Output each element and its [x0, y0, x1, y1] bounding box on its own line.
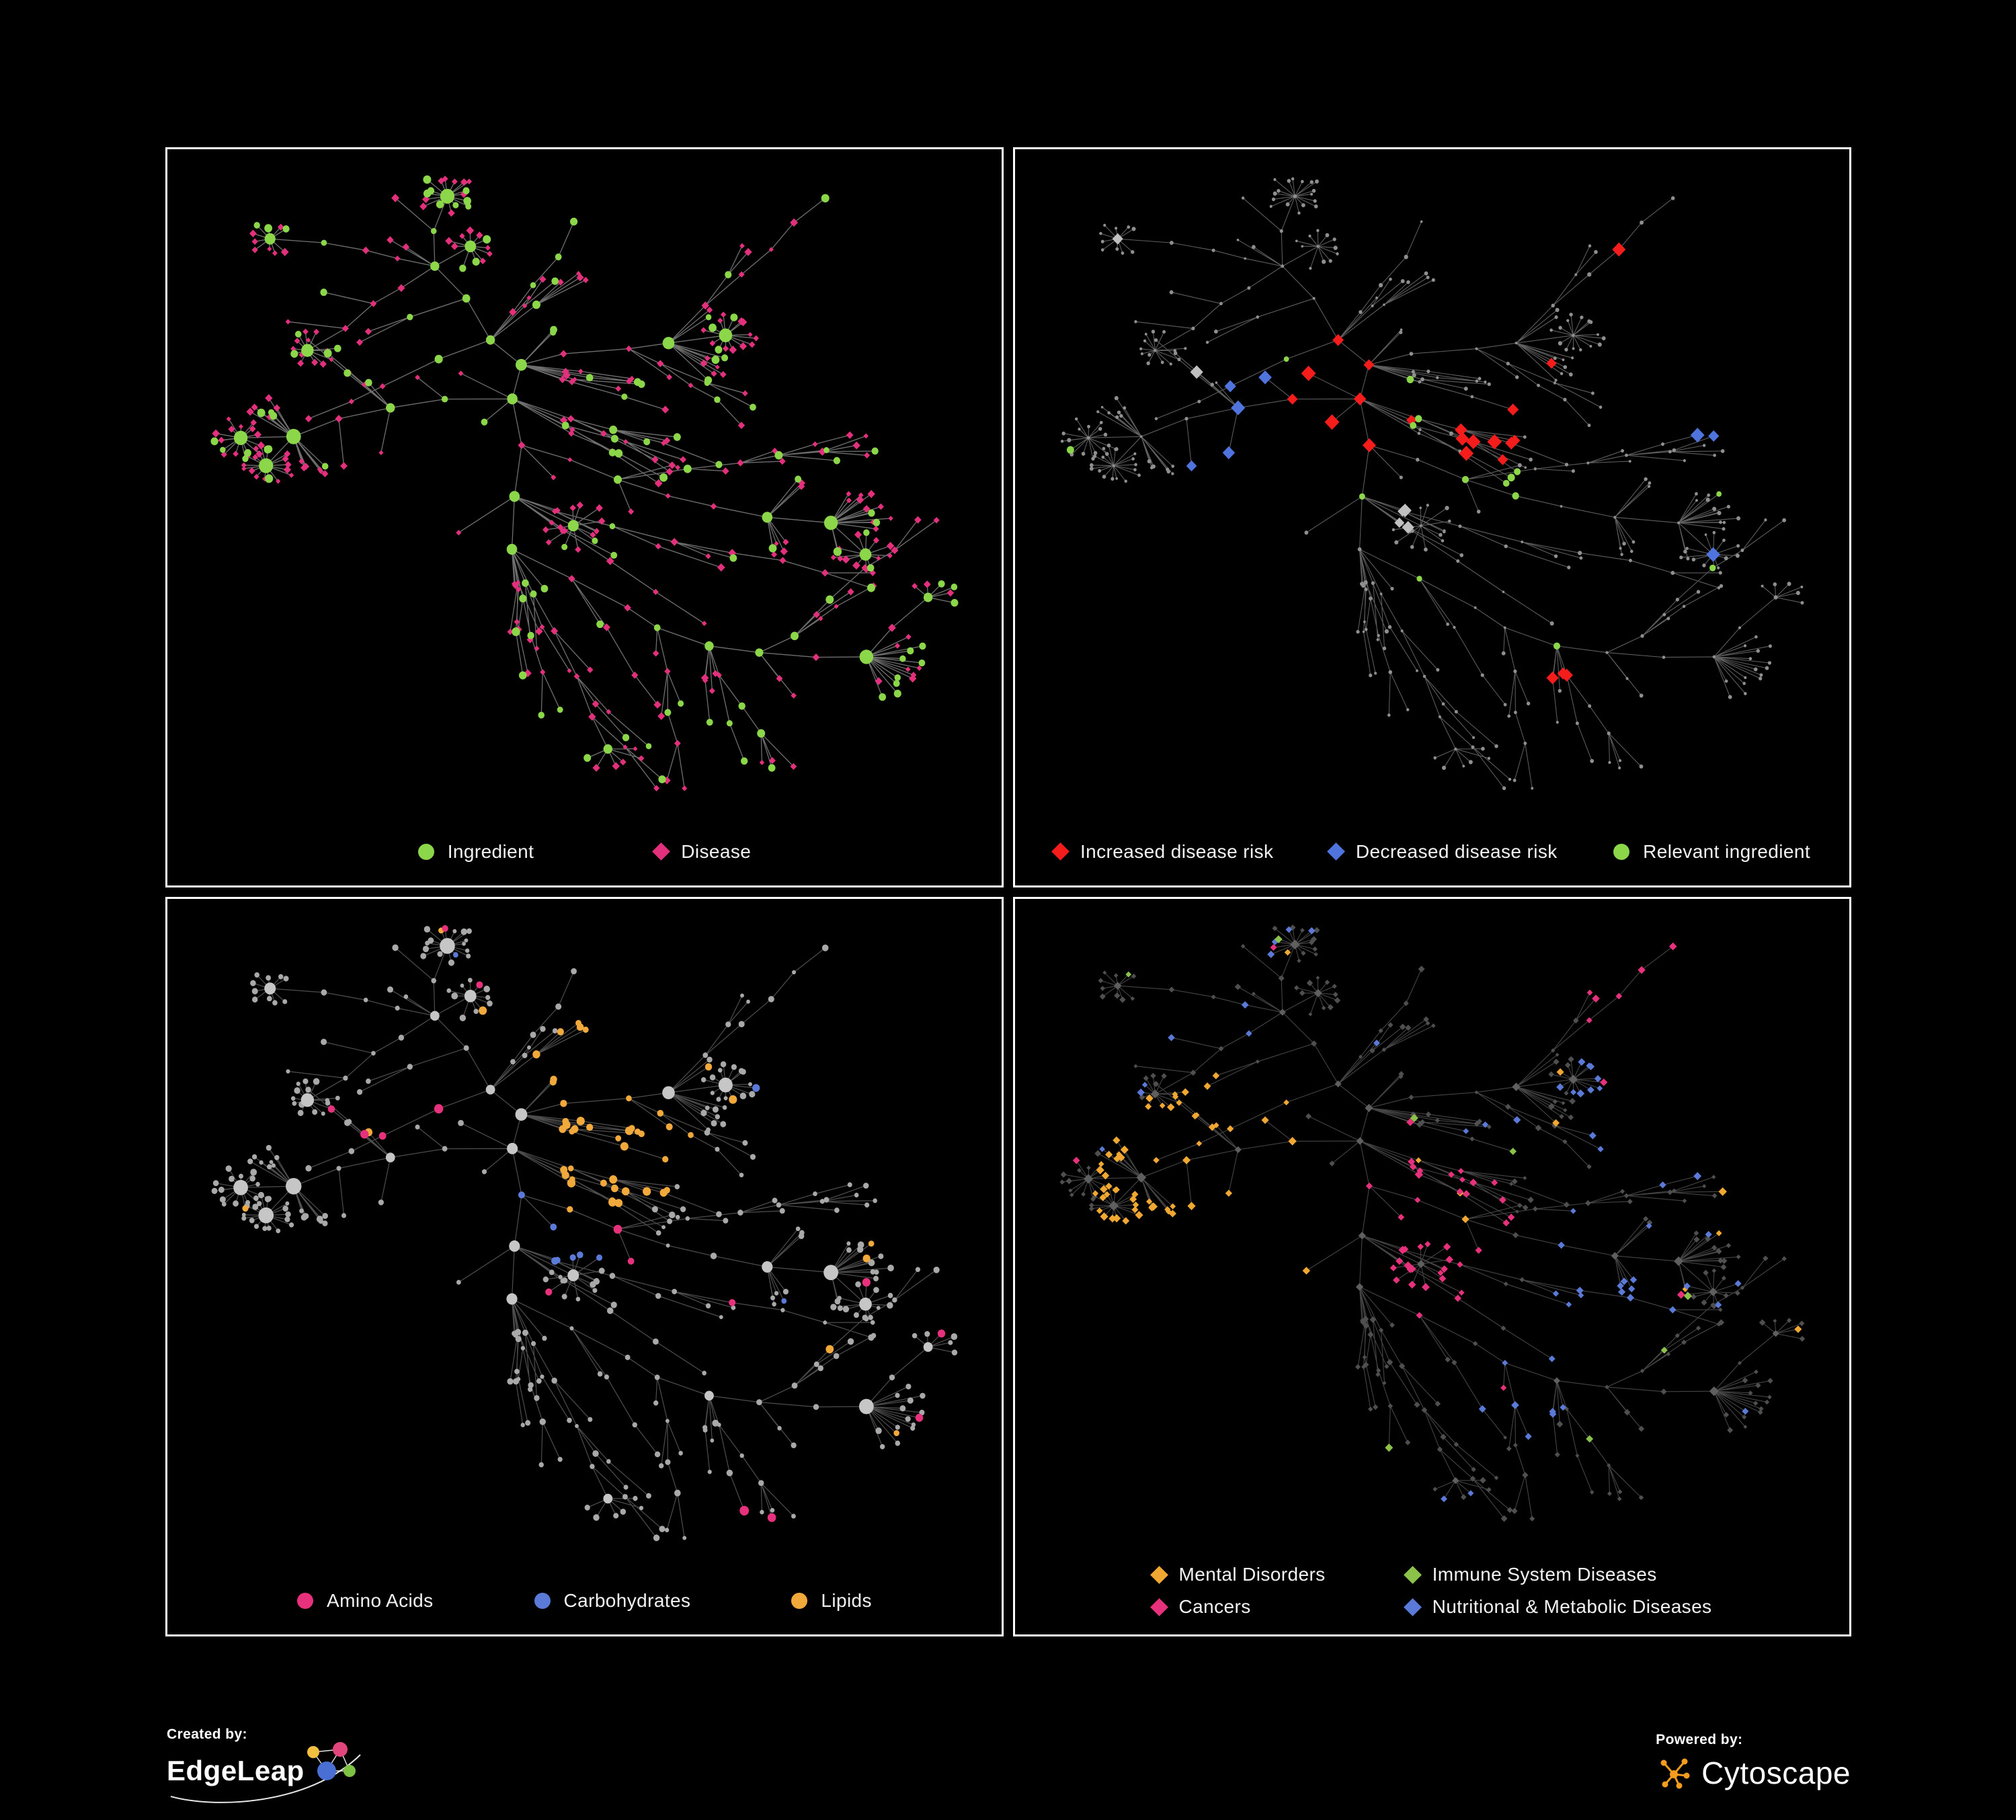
mental-disorders-diamond-icon — [1150, 1565, 1168, 1584]
relevant-ingredient-circle-icon — [1613, 843, 1630, 860]
powered-by-label: Powered by: — [1656, 1732, 1743, 1747]
legend-label-ingredient: Ingredient — [447, 840, 534, 862]
created-by-label: Created by: — [167, 1727, 247, 1742]
disease-diamond-icon — [652, 842, 671, 861]
legend-item-mental-disorders: Mental Disorders — [1150, 1564, 1326, 1585]
legend-label-increased-risk: Increased disease risk — [1080, 840, 1274, 862]
legend-disease-classes: Mental Disorders Immune System Diseases … — [1015, 1547, 1849, 1634]
legend-item-nutritional-metabolic-diseases: Nutritional & Metabolic Diseases — [1403, 1596, 1712, 1618]
legend-disease-risk: Increased disease risk Decreased disease… — [1015, 818, 1849, 885]
legend-label-lipids: Lipids — [821, 1590, 872, 1611]
legend-label-immune-system-diseases: Immune System Diseases — [1432, 1564, 1657, 1585]
legend-label-relevant-ingredient: Relevant ingredient — [1643, 840, 1810, 862]
amino-acids-circle-icon — [297, 1593, 314, 1609]
panel-nutrient-classes: Amino Acids Carbohydrates Lipids — [165, 896, 1004, 1636]
legend-label-mental-disorders: Mental Disorders — [1178, 1564, 1326, 1585]
panel-grid: Ingredient Disease Increased disease ris… — [165, 147, 1851, 1636]
legend-item-immune-system-diseases: Immune System Diseases — [1403, 1564, 1712, 1585]
legend-item-ingredient: Ingredient — [417, 840, 534, 863]
legend-item-disease: Disease — [652, 840, 752, 863]
ingredient-circle-icon — [417, 843, 434, 860]
cancers-diamond-icon — [1150, 1597, 1168, 1616]
legend-label-nutritional-metabolic-diseases: Nutritional & Metabolic Diseases — [1432, 1596, 1712, 1617]
powered-by-block: Powered by: Cytosc — [1656, 1732, 1851, 1791]
network-graph-disease-risk — [1060, 177, 1804, 791]
increased-risk-diamond-icon — [1051, 842, 1070, 861]
panel-disease-classes: Mental Disorders Immune System Diseases … — [1013, 896, 1851, 1636]
legend-item-carbohydrates: Carbohydrates — [534, 1590, 691, 1612]
legend-item-increased-risk: Increased disease risk — [1051, 840, 1274, 863]
edgeleap-wordmark: EdgeLeap — [167, 1755, 305, 1786]
panel-ingredient-disease: Ingredient Disease — [165, 147, 1004, 887]
lipids-circle-icon — [791, 1593, 808, 1609]
network-graph-ingredient-disease — [210, 175, 959, 792]
edgeleap-network-icon — [170, 1742, 361, 1803]
created-by-block: Created by: EdgeLeap — [167, 1727, 389, 1803]
cytoscape-logo: Cytoscape — [1656, 1755, 1851, 1791]
legend-item-amino-acids: Amino Acids — [297, 1590, 433, 1612]
legend-ingredient-disease: Ingredient Disease — [167, 818, 1002, 885]
legend-nutrient-classes: Amino Acids Carbohydrates Lipids — [167, 1567, 1002, 1634]
edgeleap-logo: EdgeLeap — [167, 1742, 389, 1803]
legend-label-decreased-risk: Decreased disease risk — [1355, 840, 1558, 862]
immune-system-diseases-diamond-icon — [1403, 1565, 1422, 1584]
legend-label-carbohydrates: Carbohydrates — [563, 1590, 691, 1611]
legend-label-amino-acids: Amino Acids — [327, 1590, 434, 1611]
legend-label-disease: Disease — [681, 840, 752, 862]
carbohydrates-circle-icon — [534, 1593, 551, 1609]
panel-disease-risk: Increased disease risk Decreased disease… — [1013, 147, 1851, 887]
cytoscape-wordmark: Cytoscape — [1701, 1755, 1851, 1790]
legend-item-relevant-ingredient: Relevant ingredient — [1613, 841, 1810, 863]
nutritional-metabolic-diseases-diamond-icon — [1403, 1597, 1422, 1616]
cytoscape-network-icon — [1660, 1758, 1690, 1789]
network-graph-disease-classes — [1059, 924, 1806, 1522]
network-graph-nutrient-classes — [211, 924, 958, 1541]
decreased-risk-diamond-icon — [1326, 842, 1345, 861]
legend-item-lipids: Lipids — [791, 1590, 872, 1612]
legend-item-cancers: Cancers — [1150, 1596, 1326, 1618]
legend-label-cancers: Cancers — [1178, 1596, 1251, 1617]
legend-item-decreased-risk: Decreased disease risk — [1326, 840, 1558, 863]
